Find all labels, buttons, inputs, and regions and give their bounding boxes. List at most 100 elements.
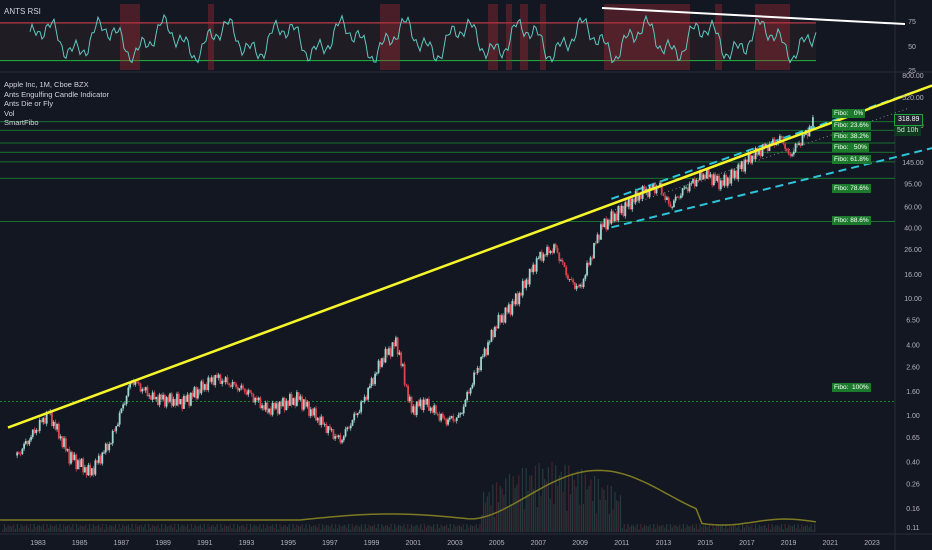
volume-bar — [394, 524, 396, 532]
candle-body — [464, 399, 467, 407]
volume-bar — [499, 485, 501, 532]
volume-bar — [124, 526, 126, 532]
candle-body — [471, 384, 474, 388]
fibo-label-38-2: Fibo: 38.2% — [832, 132, 871, 141]
candle-body — [685, 187, 687, 189]
volume-bar — [146, 529, 148, 532]
legend-indicator[interactable]: Vol — [4, 108, 15, 118]
legend-indicator[interactable]: Ants Engulfing Candle Indicator — [4, 89, 110, 99]
candle-body — [426, 398, 429, 405]
volume-bar — [764, 524, 766, 532]
candle-body — [485, 348, 488, 355]
legend-symbol[interactable]: Apple Inc, 1M, Cboe BZX — [4, 80, 89, 89]
volume-bar — [48, 527, 50, 532]
volume-bar — [44, 529, 46, 532]
volume-bar — [155, 526, 157, 532]
volume-bar — [164, 524, 166, 532]
volume-bar — [788, 524, 790, 532]
candle-body — [419, 399, 422, 407]
candle-body — [789, 153, 792, 156]
candle-body — [264, 402, 267, 410]
volume-bar — [712, 524, 714, 532]
volume-bar — [434, 528, 437, 532]
volume-bar — [810, 524, 812, 532]
candle-body — [195, 387, 198, 399]
volume-bar — [70, 527, 72, 532]
candle-body — [377, 360, 380, 373]
volume-bar — [222, 527, 224, 532]
candle-body — [619, 206, 621, 213]
price-axis-label: 10.00 — [904, 296, 922, 303]
volume-bar — [383, 526, 385, 532]
candle-body — [37, 429, 39, 431]
volume-bar — [347, 524, 350, 532]
price-axis-label: 0.11 — [906, 525, 919, 532]
volume-bar — [675, 525, 677, 532]
candle-body — [26, 441, 29, 445]
candle-body — [148, 395, 151, 397]
volume-bar — [401, 526, 403, 532]
volume-bar — [107, 527, 109, 532]
candle-body — [61, 436, 64, 447]
candle-body — [633, 198, 635, 203]
volume-bar — [368, 524, 370, 532]
volume-bar — [423, 524, 425, 532]
candle-body — [534, 264, 536, 272]
candle-body — [87, 464, 90, 476]
candle-body — [332, 429, 335, 439]
candle-body — [179, 398, 182, 405]
volume-bar — [290, 529, 292, 532]
candle-body — [704, 174, 707, 179]
candle-body — [90, 468, 93, 476]
volume-bar — [730, 526, 733, 532]
volume-bar — [699, 524, 701, 532]
candle-body — [104, 443, 107, 453]
candle-body — [160, 394, 163, 400]
candle-body — [598, 234, 601, 240]
volume-bar — [532, 489, 535, 532]
candle-body — [692, 179, 694, 183]
legend-indicator[interactable]: SmartFibo — [4, 118, 39, 128]
candle-body — [728, 177, 731, 184]
volume-bar — [201, 527, 203, 532]
volume-bar — [492, 484, 494, 532]
volume-bar — [127, 524, 129, 532]
volume-bar — [753, 528, 755, 532]
candle-body — [66, 449, 69, 451]
volume-bar — [283, 525, 285, 532]
candle-body — [280, 401, 283, 407]
volume-bar — [355, 525, 357, 532]
candle-body — [94, 460, 97, 475]
volume-bar — [307, 528, 309, 532]
candle-body — [476, 367, 479, 374]
candle-body — [219, 374, 222, 384]
volume-bar — [190, 524, 192, 532]
candle-body — [568, 279, 571, 280]
candle-body — [101, 452, 104, 464]
candle-body — [584, 275, 587, 280]
candle-body — [551, 250, 554, 253]
candle-body — [150, 395, 152, 400]
volume-bar — [203, 524, 205, 532]
candle-body — [374, 373, 376, 385]
legend-indicator[interactable]: Ants Die or Fly — [4, 99, 54, 109]
candle-body — [792, 151, 795, 155]
volume-bar — [162, 528, 165, 532]
volume-bar — [710, 529, 712, 532]
candle-body — [292, 398, 295, 405]
candle-body — [71, 452, 74, 460]
candle-body — [580, 284, 583, 288]
volume-bar — [286, 526, 289, 532]
volume-bar — [140, 525, 142, 532]
volume-bar — [569, 494, 572, 532]
volume-bar — [22, 526, 24, 532]
volume-bar — [516, 484, 518, 532]
candle-body — [30, 436, 32, 441]
volume-bar — [692, 524, 694, 532]
candle-body — [553, 244, 555, 253]
price-axis-label: 0.16 — [906, 506, 920, 513]
volume-bar — [780, 524, 783, 532]
candle-body — [80, 458, 83, 468]
candle-body — [673, 200, 675, 208]
